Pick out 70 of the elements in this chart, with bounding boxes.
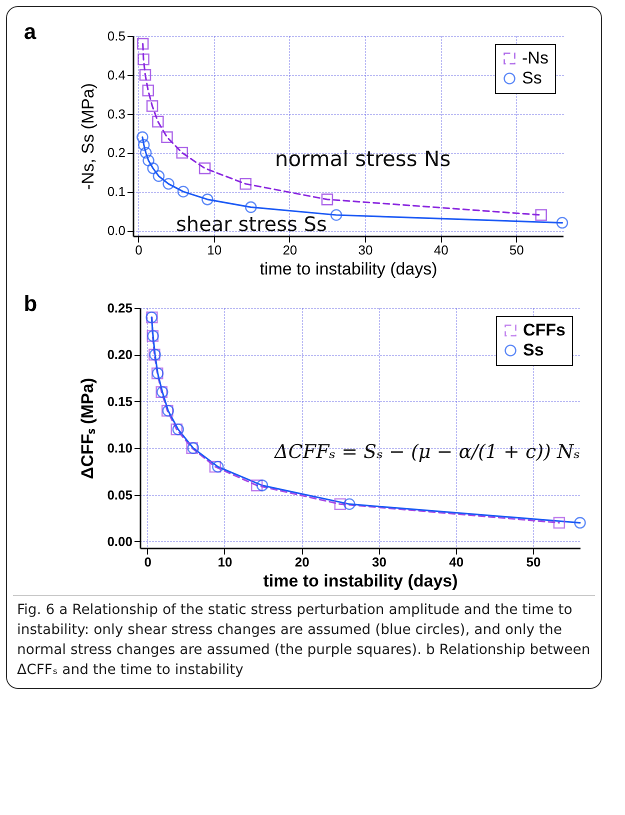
chart-title: b xyxy=(24,291,38,316)
legend-label: CFFs xyxy=(523,320,566,340)
point xyxy=(330,209,342,221)
point xyxy=(553,516,566,529)
y-tick-label: 0.10 xyxy=(107,440,132,456)
x-tick-label: 30 xyxy=(372,554,386,570)
caption: Fig. 6 a Relationship of the static stress perturbation amplitude and the time to instability: only shear stress changes are assumed (blue circles), and only the normal stress changes are assumed (the purple squares). b Relationship between ΔCFFₛ and the time to instability xyxy=(13,595,595,680)
x-tick-label: 20 xyxy=(294,554,310,570)
annotation: shear stress Ss xyxy=(176,212,327,236)
point xyxy=(142,154,154,166)
point xyxy=(535,209,547,221)
point xyxy=(136,131,148,144)
legend-label: Ss xyxy=(522,68,542,88)
point xyxy=(198,162,211,174)
x-tick-label: 50 xyxy=(526,554,541,570)
y-axis-title: -Ns, Ss (MPa) xyxy=(78,83,98,190)
legend-label: -Ns xyxy=(522,48,548,68)
y-tick-label: 0.00 xyxy=(107,534,132,549)
point xyxy=(152,170,165,182)
point xyxy=(161,131,173,144)
x-tick-label: 10 xyxy=(207,242,222,258)
legend-label: Ss xyxy=(523,340,544,360)
y-tick-label: 0.25 xyxy=(107,300,132,316)
point xyxy=(240,178,252,190)
chart-title: a xyxy=(24,19,37,44)
y-tick-label: 0.0 xyxy=(107,223,126,238)
y-tick-label: 0.5 xyxy=(107,28,126,44)
y-tick-label: 0.4 xyxy=(107,67,126,82)
y-tick-label: 0.20 xyxy=(107,347,132,362)
x-tick-label: 50 xyxy=(509,242,524,258)
point xyxy=(136,38,149,50)
y-tick-label: 0.15 xyxy=(107,394,132,409)
x-tick-label: 10 xyxy=(218,554,232,570)
point xyxy=(139,69,152,81)
point xyxy=(556,216,568,229)
point xyxy=(152,116,164,128)
y-tick-label: 0.3 xyxy=(107,106,126,122)
point xyxy=(256,480,268,492)
point xyxy=(146,100,158,112)
x-tick-label: 0 xyxy=(144,554,152,570)
annotation: ΔCFFₛ = Sₛ − (μ − α/(1 + c)) Nₛ xyxy=(274,441,580,463)
point xyxy=(162,178,174,190)
point xyxy=(321,194,334,206)
point xyxy=(138,53,150,66)
point xyxy=(212,460,224,473)
point xyxy=(176,146,188,159)
y-tick-label: 0.05 xyxy=(107,487,132,502)
point xyxy=(209,460,222,473)
point xyxy=(334,498,346,510)
point xyxy=(147,162,159,174)
point xyxy=(244,201,257,214)
point xyxy=(142,84,154,96)
x-axis-title: time to instability (days) xyxy=(263,572,458,590)
x-tick-label: 30 xyxy=(358,242,373,258)
x-tick-label: 40 xyxy=(449,554,464,570)
x-tick-label: 40 xyxy=(434,242,448,258)
x-axis-title: time to instability (days) xyxy=(260,260,438,278)
point xyxy=(344,498,356,510)
point xyxy=(250,480,263,492)
annotation: normal stress Ns xyxy=(274,147,451,171)
y-axis-title: ΔCFFₛ (MPa) xyxy=(78,378,98,480)
point xyxy=(140,146,152,159)
point xyxy=(177,186,190,198)
x-tick-label: 0 xyxy=(135,242,142,258)
point xyxy=(574,516,586,529)
point xyxy=(202,194,214,206)
x-tick-label: 20 xyxy=(282,242,298,258)
y-tick-label: 0.2 xyxy=(107,145,126,160)
y-tick-label: 0.1 xyxy=(107,184,126,200)
point xyxy=(138,139,150,151)
